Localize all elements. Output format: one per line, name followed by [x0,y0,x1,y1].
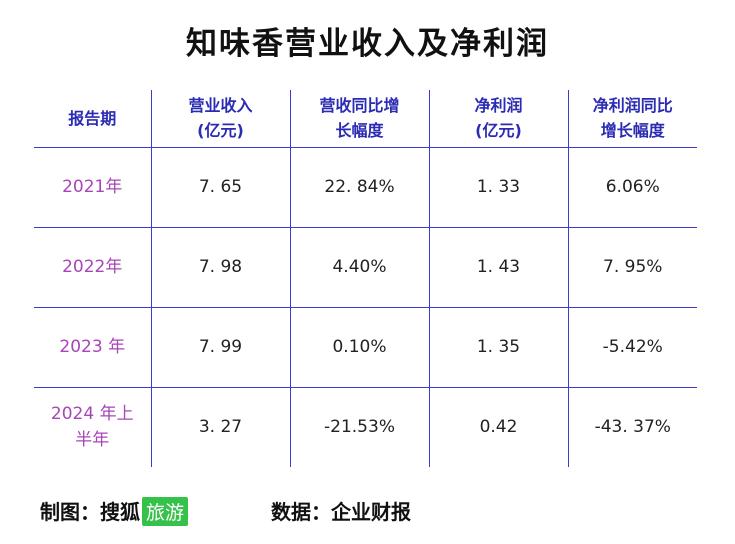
period-cell: 2022年 [34,227,151,308]
profit-growth-cell: -43. 37% [567,387,697,467]
profit-growth-cell: 7. 95% [567,227,697,308]
header-period: 报告期 [34,90,151,148]
revenue-cell: 3. 27 [150,387,290,467]
table-row: 2021年 7. 65 22. 84% 1. 33 6.06% [34,147,697,228]
net-profit-cell: 1. 33 [428,147,568,228]
revenue-growth-cell: 0.10% [289,307,429,388]
header-net-profit: 净利润 (亿元) [428,90,568,148]
period-cell: 2023 年 [34,307,151,388]
net-profit-cell: 0.42 [428,387,568,467]
page-title: 知味香营业收入及净利润 [186,26,549,62]
profit-growth-cell: -5.42% [567,307,697,388]
header-profit-growth: 净利润同比 增长幅度 [567,90,697,148]
credit-text: 制图：搜狐 [40,500,140,524]
header-revenue: 营业收入 (亿元) [150,90,290,148]
header-revenue-growth: 营收同比增 长幅度 [289,90,429,148]
revenue-cell: 7. 99 [150,307,290,388]
table-row: 2024 年上 半年 3. 27 -21.53% 0.42 -43. 37% [34,387,697,467]
revenue-growth-cell: 22. 84% [289,147,429,228]
table-row: 2023 年 7. 99 0.10% 1. 35 -5.42% [34,307,697,388]
period-cell: 2021年 [34,147,151,228]
net-profit-cell: 1. 43 [428,227,568,308]
credit-badge: 旅游 [142,497,189,526]
profit-growth-cell: 6.06% [567,147,697,228]
chart-credit: 制图：搜狐 旅游 [40,496,189,526]
revenue-growth-cell: 4.40% [289,227,429,308]
revenue-cell: 7. 98 [150,227,290,308]
revenue-cell: 7. 65 [150,147,290,228]
revenue-growth-cell: -21.53% [289,387,429,467]
data-source: 数据：企业财报 [271,500,411,524]
net-profit-cell: 1. 35 [428,307,568,388]
period-cell: 2024 年上 半年 [50,404,134,451]
table-header-row: 报告期 营业收入 (亿元) 营收同比增 长幅度 净利润 (亿元) 净利润同比 增… [34,90,697,148]
financial-table: 报告期 营业收入 (亿元) 营收同比增 长幅度 净利润 (亿元) 净利润同比 增… [34,90,697,467]
table-row: 2022年 7. 98 4.40% 1. 43 7. 95% [34,227,697,308]
